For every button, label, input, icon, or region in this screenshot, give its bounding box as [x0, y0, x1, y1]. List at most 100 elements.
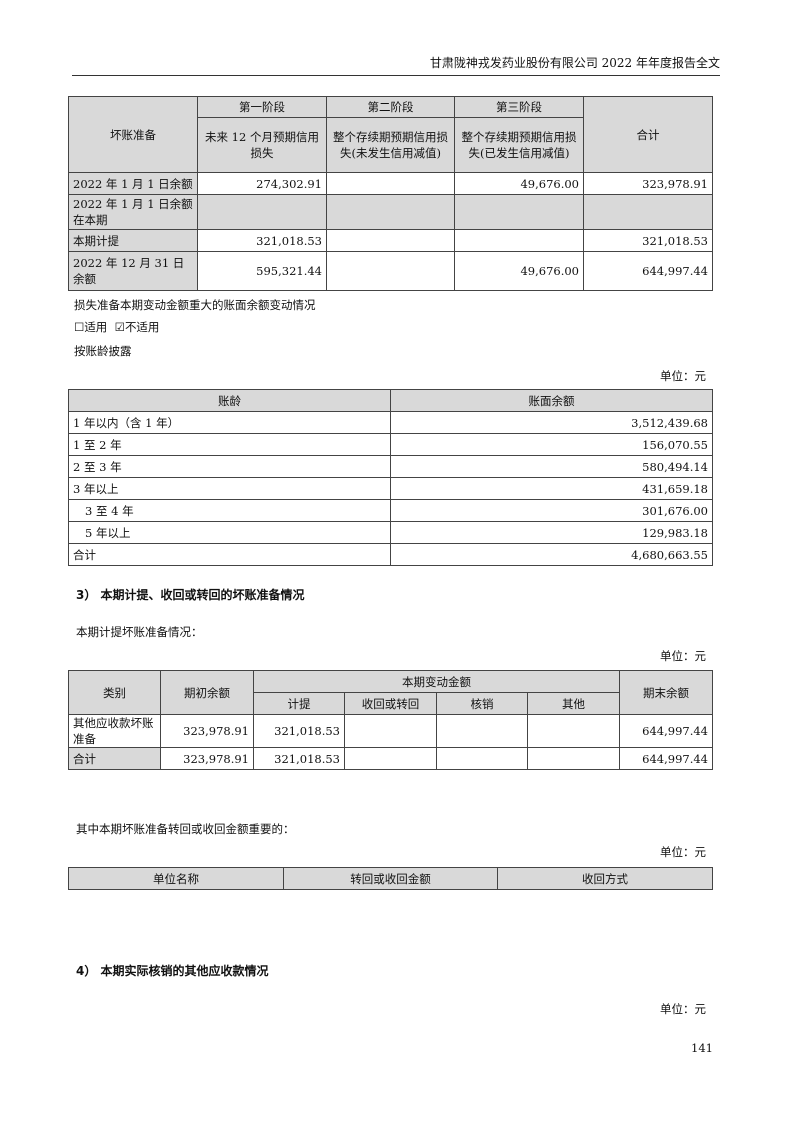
unit-label: 单位：元: [660, 369, 706, 383]
corner-header: 坏账准备: [68, 96, 198, 173]
column-header: 核销: [436, 692, 528, 715]
cell: [527, 747, 620, 770]
cell: [436, 747, 528, 770]
row-label: 本期计提: [68, 229, 198, 252]
cell: 合计: [68, 543, 391, 566]
cell: [527, 714, 620, 748]
cell: 129,983.18: [390, 521, 713, 544]
paragraph: 其中本期坏账准备转回或收回金额重要的：: [76, 822, 295, 836]
cell: 580,494.14: [390, 455, 713, 478]
column-header: 计提: [253, 692, 345, 715]
table-row: 1 年以内（含 1 年） 3,512,439.68: [68, 411, 713, 434]
column-header: 期末余额: [619, 670, 713, 715]
unit-label: 单位：元: [660, 649, 706, 663]
cell: 644,997.44: [619, 714, 713, 748]
row-label: 2022 年 12 月 31 日余额: [68, 251, 198, 291]
cell: 323,978.91: [583, 172, 713, 195]
table-row: 合计 4,680,663.55: [68, 543, 713, 566]
cell: 3 年以上: [68, 477, 391, 500]
stage-desc: 未来 12 个月预期信用损失: [197, 117, 327, 173]
cell: [326, 194, 455, 230]
table-row: 1 至 2 年 156,070.55: [68, 433, 713, 456]
table-row: 合计 323,978.91 321,018.53 644,997.44: [68, 747, 713, 770]
cell: 323,978.91: [160, 747, 254, 770]
table-row: 其他应收款坏账准备 323,978.91 321,018.53 644,997.44: [68, 714, 713, 748]
cell: [344, 714, 437, 748]
cell: 321,018.53: [583, 229, 713, 252]
column-header: 本期变动金额: [253, 670, 620, 693]
cell: 321,018.53: [253, 714, 345, 748]
paragraph: 按账龄披露: [74, 344, 132, 358]
section-heading: 3） 本期计提、收回或转回的坏账准备情况: [76, 588, 305, 602]
cell: [583, 194, 713, 230]
cell: 321,018.53: [197, 229, 327, 252]
header-divider: [72, 75, 720, 76]
cell: 49,676.00: [454, 172, 584, 195]
table-row: 2 至 3 年 580,494.14: [68, 455, 713, 478]
cell: [436, 714, 528, 748]
cell: 595,321.44: [197, 251, 327, 291]
cell: 1 至 2 年: [68, 433, 391, 456]
stage-header: 第一阶段: [197, 96, 327, 118]
column-header: 收回方式: [497, 867, 713, 890]
column-header: 转回或收回金额: [283, 867, 498, 890]
table-row: 3 年以上 431,659.18: [68, 477, 713, 500]
cell: 156,070.55: [390, 433, 713, 456]
column-header: 收回或转回: [344, 692, 437, 715]
stage-desc: 整个存续期预期信用损失(未发生信用减值): [326, 117, 455, 173]
unchecked-box-icon: ☐: [74, 320, 85, 334]
cell: [454, 229, 584, 252]
column-header: 期初余额: [160, 670, 254, 715]
cell: 49,676.00: [454, 251, 584, 291]
total-header: 合计: [583, 96, 713, 173]
cell: 其他应收款坏账准备: [68, 714, 161, 748]
table-row: 2022 年 1 月 1 日余额 274,302.91 49,676.00 323,…: [68, 172, 713, 195]
bad-debt-stage-table: 坏账准备 第一阶段 第二阶段 第三阶段 合计 未来 12 个月预期信用损失 整个…: [68, 96, 713, 291]
recovery-table: 单位名称 转回或收回金额 收回方式: [68, 867, 713, 890]
unit-label: 单位：元: [660, 1002, 706, 1016]
cell: [454, 194, 584, 230]
cell: [326, 229, 455, 252]
column-header: 单位名称: [68, 867, 284, 890]
unit-label: 单位：元: [660, 845, 706, 859]
cell: 5 年以上: [68, 521, 391, 544]
provision-change-table: 类别 期初余额 本期变动金额 期末余额 计提 收回或转回 核销 其他 其他应收款…: [68, 670, 713, 770]
cell: 4,680,663.55: [390, 543, 713, 566]
table-row: 本期计提 321,018.53 321,018.53: [68, 229, 713, 252]
column-header: 账龄: [68, 389, 391, 412]
option-label: 适用: [84, 320, 108, 334]
checked-box-icon: ☑: [114, 320, 125, 334]
table-row: 2022 年 1 月 1 日余额在本期: [68, 194, 713, 230]
cell: [197, 194, 327, 230]
table-row: 3 至 4 年 301,676.00: [68, 499, 713, 522]
column-header: 类别: [68, 670, 161, 715]
table-row: 5 年以上 129,983.18: [68, 521, 713, 544]
applicability-options: ☐适用 ☑不适用: [74, 319, 159, 335]
cell: 644,997.44: [583, 251, 713, 291]
option-label: 不适用: [124, 320, 160, 334]
cell: 合计: [68, 747, 161, 770]
cell: 2 至 3 年: [68, 455, 391, 478]
cell: 274,302.91: [197, 172, 327, 195]
row-label: 2022 年 1 月 1 日余额: [68, 172, 198, 195]
page-number: 141: [691, 1041, 713, 1055]
cell: [344, 747, 437, 770]
section-heading: 4） 本期实际核销的其他应收款情况: [76, 964, 269, 978]
table-row: 2022 年 12 月 31 日余额 595,321.44 49,676.00 64…: [68, 251, 713, 291]
page-header: 甘肃陇神戎发药业股份有限公司 2022 年年度报告全文: [429, 56, 720, 70]
row-label: 2022 年 1 月 1 日余额在本期: [68, 194, 198, 230]
cell: 323,978.91: [160, 714, 254, 748]
stage-header: 第三阶段: [454, 96, 584, 118]
cell: 321,018.53: [253, 747, 345, 770]
cell: [326, 251, 455, 291]
stage-header: 第二阶段: [326, 96, 455, 118]
cell: 301,676.00: [390, 499, 713, 522]
column-header: 其他: [527, 692, 620, 715]
paragraph: 本期计提坏账准备情况：: [76, 625, 203, 639]
stage-desc: 整个存续期预期信用损失(已发生信用减值): [454, 117, 584, 173]
cell: 1 年以内（含 1 年）: [68, 411, 391, 434]
cell: 644,997.44: [619, 747, 713, 770]
cell: 3 至 4 年: [68, 499, 391, 522]
